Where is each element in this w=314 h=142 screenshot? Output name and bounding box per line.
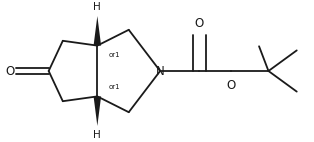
Text: H: H: [94, 2, 101, 12]
Text: N: N: [156, 64, 165, 78]
Text: O: O: [226, 79, 236, 92]
Text: O: O: [5, 64, 14, 78]
Polygon shape: [94, 96, 101, 126]
Text: O: O: [195, 17, 204, 30]
Text: H: H: [94, 130, 101, 140]
Text: or1: or1: [108, 52, 120, 58]
Polygon shape: [94, 16, 101, 46]
Text: or1: or1: [108, 84, 120, 90]
